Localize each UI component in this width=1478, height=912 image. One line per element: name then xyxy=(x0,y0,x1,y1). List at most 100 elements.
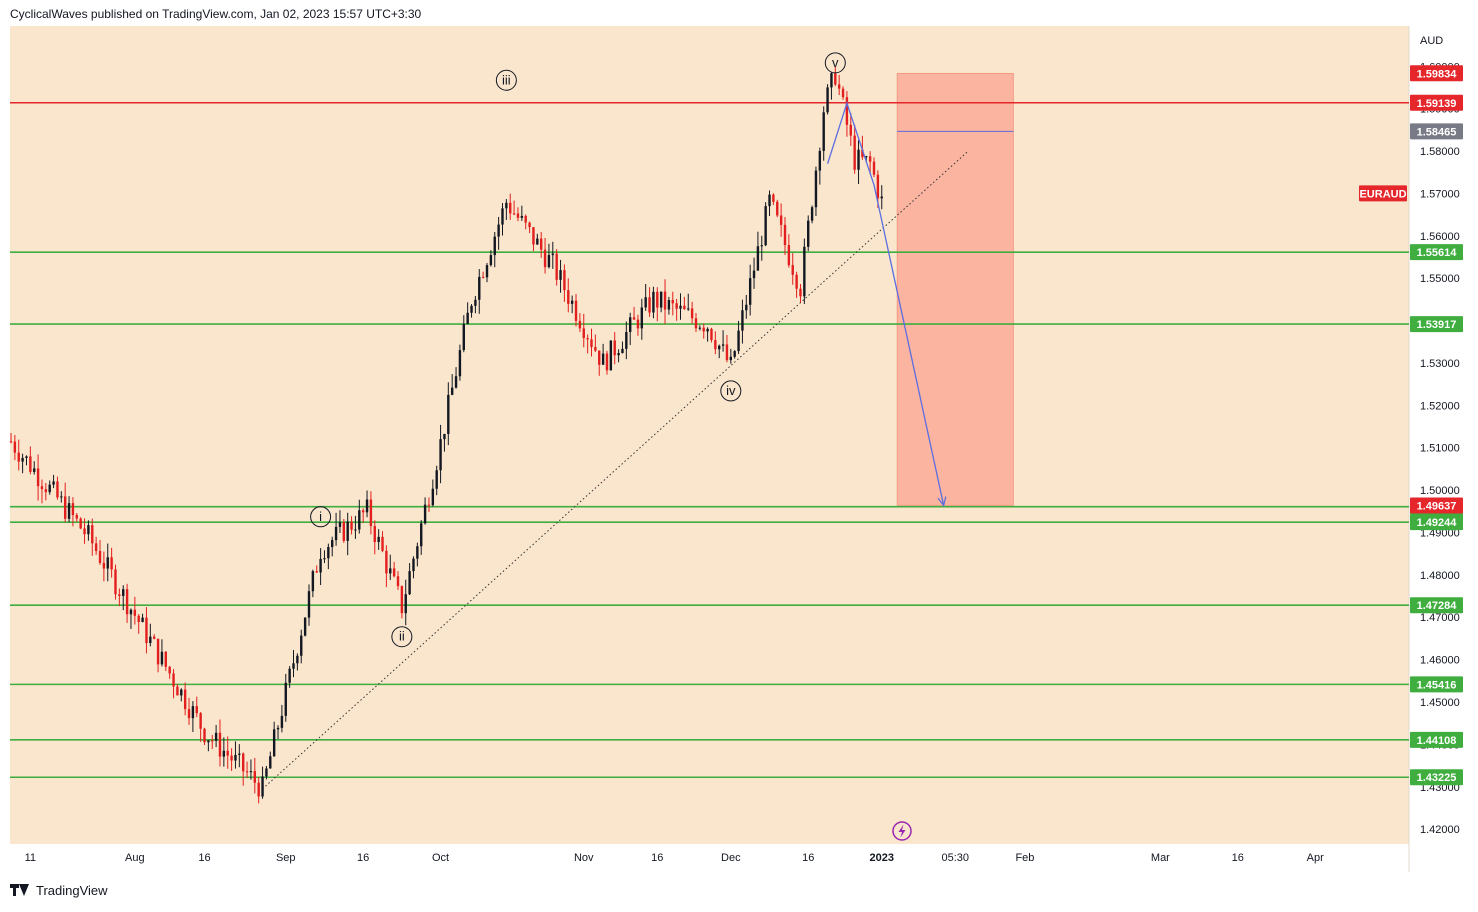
candle-body xyxy=(230,755,233,761)
candle-body xyxy=(222,750,226,757)
forecast-path[interactable] xyxy=(826,101,945,506)
candle-body xyxy=(238,753,241,755)
price-badge-label: 1.45416 xyxy=(1417,679,1457,691)
candle-body xyxy=(214,732,218,741)
candle-body xyxy=(706,328,709,332)
candle-body xyxy=(149,636,152,643)
candle-body xyxy=(265,768,268,777)
price-badge-label: 1.53917 xyxy=(1417,319,1457,331)
candle-body xyxy=(389,568,392,574)
candle-body xyxy=(748,278,752,305)
candle-body xyxy=(122,589,125,596)
candle-body xyxy=(396,576,400,587)
candle-body xyxy=(756,246,760,271)
candle-body xyxy=(470,305,473,313)
wave-label-circle[interactable] xyxy=(824,52,846,74)
candle-body xyxy=(725,344,729,361)
candle-body xyxy=(98,550,102,563)
candle-body xyxy=(466,312,469,324)
price-tick-label: 1.55000 xyxy=(1420,273,1460,285)
candle-body xyxy=(849,124,852,136)
candle-body xyxy=(303,617,307,636)
candle-body xyxy=(570,300,574,304)
candle-body xyxy=(814,170,818,208)
candle-body xyxy=(876,174,880,199)
candle-body xyxy=(369,499,373,527)
price-badge-label: 1.49637 xyxy=(1417,500,1457,512)
candle-body xyxy=(435,470,438,489)
candle-body xyxy=(52,481,55,485)
candle-body xyxy=(865,156,868,158)
footer-brand: TradingView xyxy=(10,880,108,900)
candle-body xyxy=(694,318,698,329)
wave-label-text: ii xyxy=(399,629,405,644)
candle-body xyxy=(837,84,841,89)
candle-body xyxy=(172,673,175,687)
candle-body xyxy=(516,213,520,218)
candle-body xyxy=(536,238,539,245)
time-axis-layer: 11 Aug 16 Sep 16 Oct Nov 16 Dec 16 2023 05:30 Feb Mar… xyxy=(25,852,1324,864)
candle-body xyxy=(563,270,566,291)
time-tick-label: Apr xyxy=(1307,852,1324,864)
candle-body xyxy=(683,305,686,310)
candle-body xyxy=(613,340,616,356)
candle-body xyxy=(350,521,353,530)
candle-body xyxy=(632,317,636,320)
price-badge xyxy=(1359,185,1407,202)
candle-body xyxy=(400,586,404,614)
price-badge-label: 1.44108 xyxy=(1417,735,1457,747)
candle-body xyxy=(547,255,551,268)
candle-body xyxy=(334,526,338,541)
price-tick-label: 1.51000 xyxy=(1420,443,1460,455)
candle-body xyxy=(33,468,36,472)
candle-body xyxy=(760,245,763,247)
wave-label-circle[interactable] xyxy=(495,69,517,91)
candle-body xyxy=(729,356,733,361)
candle-body xyxy=(311,571,315,592)
price-tick-label: 1.50000 xyxy=(1420,485,1460,497)
wave-label-circle[interactable] xyxy=(391,626,413,648)
candle-body xyxy=(690,308,694,319)
target-zone-box[interactable] xyxy=(896,72,1014,506)
candle-body xyxy=(702,327,705,332)
candle-body xyxy=(648,297,651,313)
candle-body xyxy=(245,771,249,773)
candle-body xyxy=(551,253,554,256)
price-tick-label: 1.56000 xyxy=(1420,231,1460,243)
price-axis-background xyxy=(1409,26,1469,844)
candle-body xyxy=(830,73,833,88)
candle-body xyxy=(636,319,640,329)
candle-body xyxy=(168,666,171,674)
candle-body xyxy=(377,536,380,543)
price-badge xyxy=(1410,65,1463,82)
candles-layer xyxy=(9,66,883,804)
price-badge-label: 1.47284 xyxy=(1417,600,1458,612)
forecast-arrowhead xyxy=(937,496,947,507)
candle-body xyxy=(164,651,167,667)
candle-body xyxy=(807,220,810,247)
candle-body xyxy=(63,496,67,519)
candle-body xyxy=(40,486,44,490)
wave-label-circle[interactable] xyxy=(310,506,332,528)
candle-body xyxy=(439,439,442,471)
candle-body xyxy=(412,558,415,572)
wave-label-circle[interactable] xyxy=(720,380,742,402)
candle-body xyxy=(834,73,837,85)
price-badge-label: 1.59834 xyxy=(1417,68,1458,80)
candle-body xyxy=(578,320,582,329)
candle-body xyxy=(841,88,845,98)
wave-label-text: i xyxy=(319,509,322,524)
price-badge-label: 1.55614 xyxy=(1417,247,1458,259)
candle-body xyxy=(91,525,94,544)
footer-brand-text: TradingView xyxy=(36,882,108,898)
candle-body xyxy=(60,496,63,498)
price-tick-label: 1.47000 xyxy=(1420,612,1460,624)
lightning-icon[interactable] xyxy=(892,821,912,841)
time-tick-label: 2023 xyxy=(870,852,894,864)
candle-body xyxy=(590,339,593,348)
candle-body xyxy=(818,150,822,171)
candle-body xyxy=(598,350,601,365)
time-tick-label: 05:30 xyxy=(942,852,970,864)
